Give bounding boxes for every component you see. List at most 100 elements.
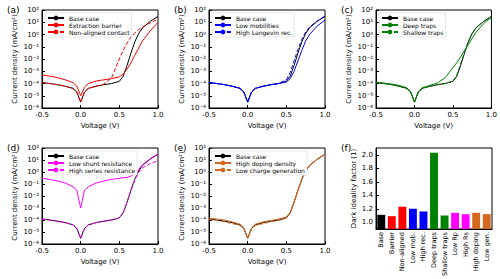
- svg-text:Low mob.: Low mob.: [409, 232, 417, 263]
- svg-text:-0.5: -0.5: [35, 111, 49, 119]
- svg-text:Non-aligned: Non-aligned: [398, 232, 406, 271]
- svg-text:1.0: 1.0: [486, 111, 497, 119]
- svg-text:High Rs: High Rs: [462, 231, 470, 257]
- svg-text:High rec.: High rec.: [419, 232, 427, 261]
- svg-text:10⁻⁴: 10⁻⁴: [24, 80, 40, 88]
- svg-text:1.8: 1.8: [362, 164, 373, 172]
- svg-text:10⁻¹: 10⁻¹: [24, 43, 40, 51]
- svg-text:Dark ideality factor (1): Dark ideality factor (1): [350, 149, 358, 229]
- svg-text:(f): (f): [341, 143, 351, 153]
- svg-text:1.0: 1.0: [362, 218, 373, 226]
- svg-text:10⁻³: 10⁻³: [24, 67, 40, 75]
- svg-text:10⁻³: 10⁻³: [358, 67, 374, 75]
- svg-text:10²: 10²: [194, 6, 206, 14]
- svg-text:Voltage (V): Voltage (V): [248, 122, 287, 130]
- svg-text:Current density (mA/cm²): Current density (mA/cm²): [11, 14, 19, 104]
- svg-text:10⁻⁵: 10⁻⁵: [24, 92, 40, 100]
- svg-text:0.5: 0.5: [114, 111, 125, 119]
- svg-text:High doping: High doping: [472, 232, 480, 271]
- svg-text:10⁻¹: 10⁻¹: [191, 43, 207, 51]
- svg-text:0.0: 0.0: [409, 111, 420, 119]
- svg-text:10²: 10²: [27, 144, 39, 152]
- svg-text:(b): (b): [174, 5, 187, 15]
- svg-text:10⁻³: 10⁻³: [191, 67, 207, 75]
- svg-text:Deep traps: Deep traps: [430, 231, 438, 268]
- svg-text:Barrier: Barrier: [388, 232, 396, 254]
- svg-text:10⁻²: 10⁻²: [24, 55, 40, 63]
- svg-text:10⁻²: 10⁻²: [191, 55, 207, 63]
- svg-text:High Langevin rec.: High Langevin rec.: [236, 29, 292, 37]
- svg-text:10⁻⁵: 10⁻⁵: [191, 92, 207, 100]
- svg-text:10¹: 10¹: [194, 156, 206, 164]
- svg-text:Shallow traps: Shallow traps: [441, 231, 449, 276]
- svg-text:Current density (mA/cm²): Current density (mA/cm²): [178, 151, 186, 241]
- svg-text:10⁰: 10⁰: [194, 31, 206, 39]
- svg-text:(d): (d): [7, 143, 20, 153]
- svg-text:(a): (a): [7, 5, 20, 15]
- svg-text:10⁻³: 10⁻³: [191, 204, 207, 212]
- svg-text:-0.5: -0.5: [369, 111, 383, 119]
- svg-text:0.0: 0.0: [242, 111, 253, 119]
- svg-text:1.4: 1.4: [362, 191, 374, 199]
- svg-text:10⁻⁴: 10⁻⁴: [24, 216, 40, 224]
- svg-text:Voltage (V): Voltage (V): [248, 258, 287, 266]
- svg-text:10⁻⁵: 10⁻⁵: [191, 228, 207, 236]
- svg-text:10⁻⁴: 10⁻⁴: [191, 80, 207, 88]
- svg-text:10⁻²: 10⁻²: [358, 55, 374, 63]
- svg-text:High series resistance: High series resistance: [69, 167, 135, 175]
- svg-text:Voltage (V): Voltage (V): [81, 258, 120, 266]
- svg-text:Current density (mA/cm²): Current density (mA/cm²): [178, 14, 186, 104]
- svg-text:0.0: 0.0: [242, 247, 253, 255]
- svg-text:10⁻⁴: 10⁻⁴: [191, 216, 207, 224]
- svg-text:10¹: 10¹: [361, 18, 373, 26]
- svg-text:10⁻²: 10⁻²: [191, 192, 207, 200]
- svg-text:0.5: 0.5: [114, 247, 125, 255]
- svg-text:0.0: 0.0: [75, 111, 86, 119]
- svg-text:1.0: 1.0: [319, 111, 330, 119]
- svg-text:10⁻¹: 10⁻¹: [24, 180, 40, 188]
- svg-text:(c): (c): [341, 5, 353, 15]
- svg-text:10⁻⁵: 10⁻⁵: [24, 228, 40, 236]
- svg-text:Base case: Base case: [236, 153, 267, 160]
- svg-text:10²: 10²: [27, 6, 39, 14]
- svg-text:Base case: Base case: [69, 153, 100, 160]
- svg-text:Low gen.: Low gen.: [483, 232, 491, 261]
- svg-text:Voltage (V): Voltage (V): [414, 122, 453, 130]
- svg-text:Low shunt resistance: Low shunt resistance: [69, 160, 133, 167]
- svg-text:Shallow traps: Shallow traps: [403, 29, 444, 37]
- svg-text:Base case: Base case: [403, 15, 434, 22]
- svg-text:(e): (e): [174, 143, 187, 153]
- svg-text:10¹: 10¹: [27, 18, 39, 26]
- svg-text:0.5: 0.5: [281, 247, 292, 255]
- svg-text:10²: 10²: [194, 144, 206, 152]
- svg-text:2.0: 2.0: [362, 151, 373, 159]
- svg-text:Base case: Base case: [69, 15, 100, 22]
- svg-text:10²: 10²: [361, 6, 373, 14]
- svg-text:10¹: 10¹: [194, 18, 206, 26]
- svg-text:0.5: 0.5: [447, 111, 458, 119]
- svg-text:Current density (mA/cm²): Current density (mA/cm²): [345, 14, 353, 104]
- svg-text:1.2: 1.2: [362, 205, 373, 213]
- svg-text:10⁻³: 10⁻³: [24, 204, 40, 212]
- svg-text:10⁰: 10⁰: [194, 168, 206, 176]
- svg-text:Low Rp: Low Rp: [451, 232, 459, 256]
- svg-text:Low charge generation: Low charge generation: [236, 167, 305, 175]
- svg-text:10⁻⁵: 10⁻⁵: [358, 92, 374, 100]
- svg-text:10⁰: 10⁰: [361, 31, 373, 39]
- svg-text:Base case: Base case: [236, 15, 267, 22]
- svg-text:10⁻²: 10⁻²: [24, 192, 40, 200]
- svg-text:Low mobilities: Low mobilities: [236, 22, 279, 29]
- svg-text:1.0: 1.0: [152, 111, 163, 119]
- svg-text:Voltage (V): Voltage (V): [81, 122, 120, 130]
- svg-text:10⁻¹: 10⁻¹: [191, 180, 207, 188]
- svg-text:-0.5: -0.5: [202, 111, 216, 119]
- svg-text:1.0: 1.0: [319, 247, 330, 255]
- svg-text:0.0: 0.0: [75, 247, 86, 255]
- svg-text:10⁻¹: 10⁻¹: [358, 43, 374, 51]
- svg-text:10¹: 10¹: [27, 156, 39, 164]
- svg-text:Current density (mA/cm²): Current density (mA/cm²): [11, 151, 19, 241]
- svg-text:10⁻⁴: 10⁻⁴: [358, 80, 374, 88]
- svg-text:1.0: 1.0: [152, 247, 163, 255]
- svg-text:-0.5: -0.5: [35, 247, 49, 255]
- svg-text:10⁰: 10⁰: [27, 168, 39, 176]
